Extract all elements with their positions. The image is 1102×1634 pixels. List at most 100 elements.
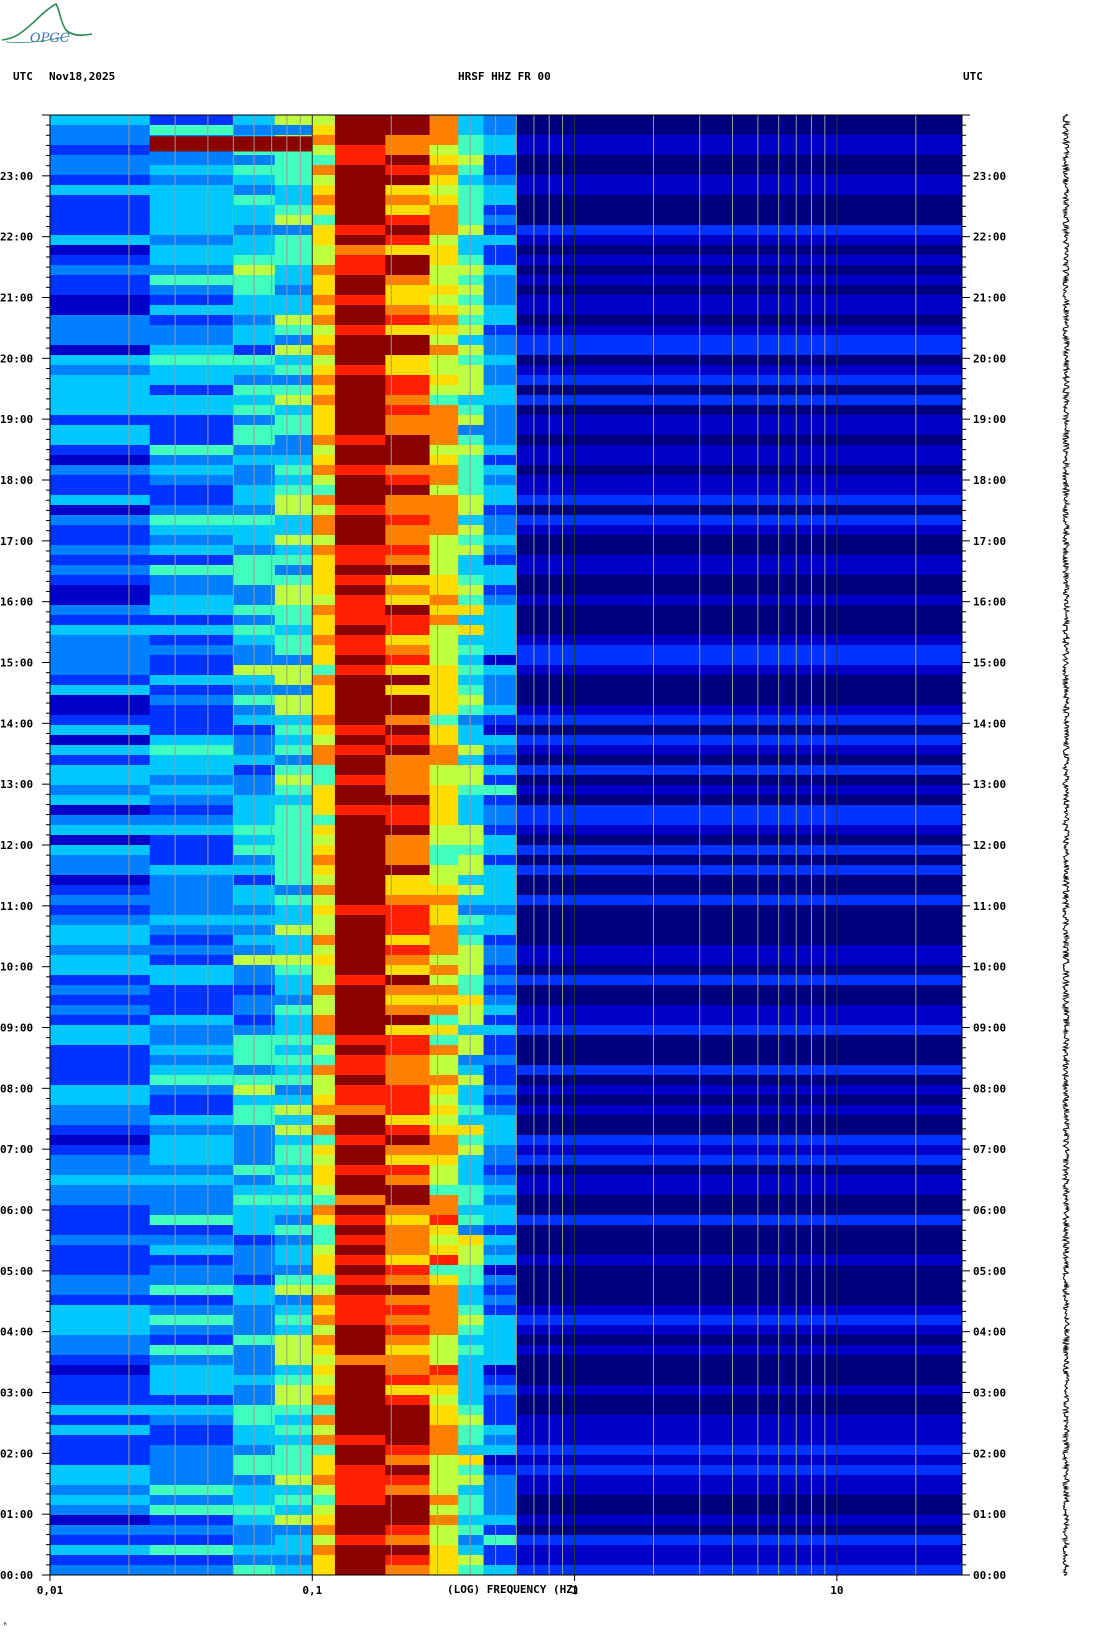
heatmap-cell [429, 635, 459, 646]
heatmap-cell [312, 575, 336, 586]
heatmap-cell [149, 565, 234, 576]
heatmap-cell [274, 875, 313, 886]
heatmap-cell [149, 505, 234, 516]
heatmap-cell [149, 765, 234, 776]
heatmap-cell [458, 185, 485, 196]
heatmap-cell [50, 1205, 151, 1216]
heatmap-cell [385, 1445, 431, 1456]
heatmap-cell [334, 975, 386, 986]
heatmap-cell [274, 495, 313, 506]
heatmap-cell [312, 805, 336, 816]
heatmap-cell [385, 455, 431, 466]
heatmap-cell [429, 205, 459, 216]
heatmap-cell [274, 1565, 313, 1576]
heatmap-cell [429, 705, 459, 716]
heatmap-cell [334, 1325, 386, 1336]
heatmap-cell [312, 165, 336, 176]
heatmap-cell [312, 115, 336, 126]
heatmap-cell [458, 245, 485, 256]
heatmap-cell [458, 885, 485, 896]
x-axis-label: (LOG) FREQUENCY (HZ) [447, 1583, 580, 1596]
heatmap-cell [149, 275, 234, 286]
y-tick-label: 13:00 [973, 778, 1006, 791]
heatmap-cell [516, 905, 963, 916]
heatmap-cell [274, 1335, 313, 1346]
y-tick-label: 09:00 [973, 1022, 1006, 1035]
heatmap-cell [334, 475, 386, 486]
heatmap-cell [274, 535, 313, 546]
heatmap-cell [149, 325, 234, 336]
heatmap-cell [483, 875, 517, 886]
heatmap-cell [429, 1185, 459, 1196]
heatmap-cell [516, 1345, 963, 1356]
heatmap-cell [50, 605, 151, 616]
heatmap-cell [312, 1475, 336, 1486]
heatmap-cell [50, 385, 151, 396]
y-tick-label: 20:00 [973, 352, 1006, 365]
heatmap-cell [50, 1175, 151, 1186]
heatmap-cell [312, 375, 336, 386]
heatmap-cell [516, 445, 963, 456]
heatmap-cell [483, 425, 517, 436]
heatmap-cell [274, 305, 313, 316]
heatmap-cell [385, 345, 431, 356]
heatmap-cell [149, 645, 234, 656]
heatmap-cell [385, 335, 431, 346]
heatmap-cell [483, 1145, 517, 1156]
heatmap-cell [458, 1225, 485, 1236]
heatmap-cell [274, 915, 313, 926]
heatmap-cell [516, 185, 963, 196]
heatmap-cell [458, 1495, 485, 1506]
heatmap-cell [334, 255, 386, 266]
heatmap-cell [483, 1305, 517, 1316]
heatmap-event [149, 136, 313, 152]
heatmap-cell [149, 215, 234, 226]
heatmap-cell [483, 1235, 517, 1246]
heatmap-cell [385, 1135, 431, 1146]
heatmap-cell [483, 1195, 517, 1206]
heatmap-cell [274, 905, 313, 916]
heatmap-cell [483, 1265, 517, 1276]
y-tick-label: 14:00 [973, 717, 1006, 730]
heatmap-layer [50, 115, 963, 1576]
heatmap-cell [458, 765, 485, 776]
heatmap-cell [483, 1425, 517, 1436]
heatmap-cell [458, 1365, 485, 1376]
heatmap-cell [385, 1095, 431, 1106]
heatmap-cell [149, 1045, 234, 1056]
heatmap-cell [312, 245, 336, 256]
heatmap-cell [429, 1005, 459, 1016]
heatmap-cell [429, 795, 459, 806]
heatmap-cell [458, 1445, 485, 1456]
heatmap-cell [334, 845, 386, 856]
heatmap-cell [274, 1445, 313, 1456]
heatmap-cell [312, 1275, 336, 1286]
heatmap-cell [312, 435, 336, 446]
heatmap-cell [429, 1015, 459, 1026]
heatmap-cell [458, 1045, 485, 1056]
heatmap-cell [274, 635, 313, 646]
heatmap-cell [149, 1365, 234, 1376]
heatmap-cell [334, 915, 386, 926]
heatmap-cell [274, 1065, 313, 1076]
heatmap-cell [429, 425, 459, 436]
heatmap-cell [274, 525, 313, 536]
heatmap-cell [516, 795, 963, 806]
heatmap-cell [274, 575, 313, 586]
heatmap-cell [516, 995, 963, 1006]
heatmap-cell [458, 265, 485, 276]
heatmap-cell [483, 655, 517, 666]
heatmap-cell [334, 245, 386, 256]
heatmap-cell [274, 285, 313, 296]
heatmap-cell [274, 345, 313, 356]
heatmap-cell [516, 455, 963, 466]
heatmap-cell [312, 1565, 336, 1576]
heatmap-cell [334, 905, 386, 916]
heatmap-cell [274, 715, 313, 726]
heatmap-cell [516, 1335, 963, 1346]
heatmap-cell [429, 125, 459, 136]
heatmap-cell [274, 1455, 313, 1466]
heatmap-cell [458, 955, 485, 966]
heatmap-cell [483, 165, 517, 176]
heatmap-cell [516, 1565, 963, 1576]
